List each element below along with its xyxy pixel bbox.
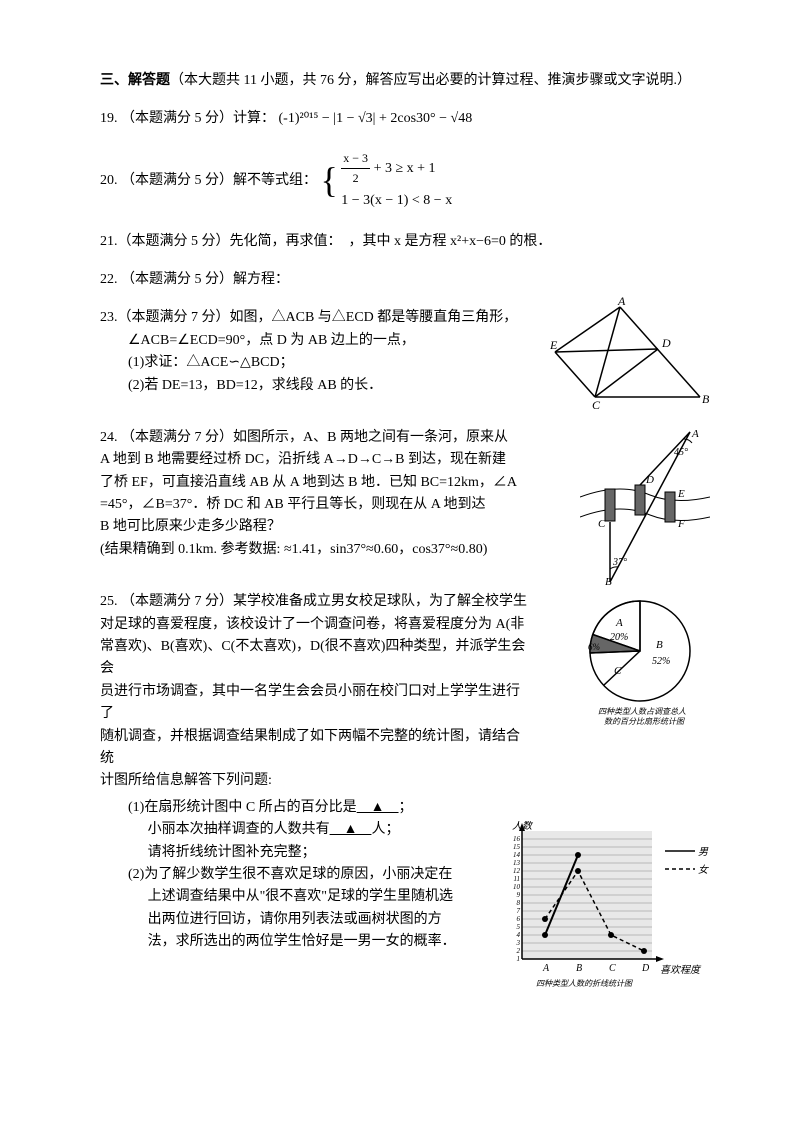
problem-20: 20. （本题满分 5 分）解不等式组： { x − 3 2 + 3 ≥ x +… — [100, 147, 700, 215]
q20-prefix: （本题满分 5 分）解不等式组： — [121, 173, 317, 188]
svg-text:A: A — [542, 963, 550, 974]
q25-sub2b: 上述调查结果中从"很不喜欢"足球的学生里随机选 — [148, 886, 478, 908]
problem-24: A B C D E F 45° 37° 24. （本题满分 7 分）如图所示，A… — [100, 427, 700, 561]
svg-text:5: 5 — [517, 923, 521, 931]
svg-text:15: 15 — [513, 843, 521, 851]
q24-line5: B 地可比原来少走多少路程？ — [100, 516, 520, 538]
svg-text:D: D — [645, 474, 654, 486]
svg-text:男: 男 — [698, 847, 709, 858]
svg-text:13: 13 — [513, 859, 521, 867]
svg-text:B: B — [702, 392, 710, 406]
blank-2[interactable]: ▲ — [330, 822, 372, 837]
section-instruction: （本大题共 11 小题，共 76 分，解答应写出必要的计算过程、推演步骤或文字说… — [170, 73, 691, 88]
section-title: 三、解答题 — [100, 73, 170, 88]
river-figure: A B C D E F 45° 37° — [580, 427, 710, 595]
q25-line3: 常喜欢)、B(喜欢)、C(不太喜欢)，D(很不喜欢)四种类型，并派学生会会 — [100, 636, 530, 681]
q19-label: 19. — [100, 111, 118, 126]
svg-text:8: 8 — [517, 899, 521, 907]
svg-text:11: 11 — [514, 875, 520, 883]
problem-19: 19. （本题满分 5 分）计算： (-1)²⁰¹⁵ − |1 − √3| + … — [100, 108, 700, 130]
q25-line1: 25. （本题满分 7 分）某学校准备成立男女校足球队，为了解全校学生 — [100, 591, 530, 613]
q25-sub1a-after: ； — [399, 800, 413, 815]
svg-text:6%: 6% — [588, 642, 600, 652]
svg-text:C: C — [598, 518, 606, 530]
svg-text:C: C — [592, 398, 601, 412]
svg-text:45°: 45° — [674, 447, 688, 458]
q23-sub2: (2)若 DE=13，BD=12，求线段 AB 的长． — [128, 375, 700, 397]
q23-label: 23. — [100, 310, 118, 325]
blank-1[interactable]: ▲ — [357, 800, 399, 815]
svg-text:52%: 52% — [652, 656, 670, 667]
svg-text:9: 9 — [517, 891, 521, 899]
q20-fraction: x − 3 2 — [341, 149, 370, 188]
svg-text:A: A — [691, 428, 699, 440]
svg-text:女: 女 — [698, 864, 709, 876]
q24-line3: 了桥 EF，可直接沿直线 AB 从 A 地到达 B 地．已知 BC=12km，∠… — [100, 472, 520, 494]
svg-text:2: 2 — [517, 947, 521, 955]
q25-sub2a: (2)为了解少数学生很不喜欢足球的原因，小丽决定在 — [128, 864, 458, 886]
q20-num: x − 3 — [341, 149, 370, 169]
q23-sub1: (1)求证：△ACE∽△BCD； — [128, 352, 700, 374]
q20-label: 20. — [100, 173, 118, 188]
q25-sub2c: 出两位进行回访，请你用列表法或画树状图的方 — [148, 909, 478, 931]
svg-text:16: 16 — [513, 835, 521, 843]
svg-text:4: 4 — [517, 931, 521, 939]
q25-line5: 随机调查，并根据调查结果制成了如下两幅不完整的统计图，请结合统 — [100, 726, 530, 771]
svg-text:B: B — [605, 576, 612, 587]
q22-text: 22. （本题满分 5 分）解方程： — [100, 272, 289, 287]
q21-text: 21.（本题满分 5 分）先化简，再求值： ，其中 x 是方程 x²+x−6=0… — [100, 234, 551, 249]
line-chart-figure: 1615 1413 1211 109 87 65 43 21 A B C — [500, 821, 710, 999]
svg-text:数的百分比扇形统计图: 数的百分比扇形统计图 — [604, 717, 685, 726]
q20-rest1: + 3 ≥ x + 1 — [374, 161, 436, 176]
svg-text:1: 1 — [517, 955, 521, 963]
q24-note: (结果精确到 0.1km. 参考数据: ≈1.41，sin37°≈0.60，co… — [100, 539, 520, 561]
svg-text:20%: 20% — [610, 632, 628, 643]
svg-text:喜欢程度: 喜欢程度 — [660, 964, 702, 976]
svg-text:6: 6 — [517, 915, 521, 923]
q24-line1: 24. （本题满分 7 分）如图所示，A、B 两地之间有一条河，原来从 — [100, 427, 520, 449]
svg-text:7: 7 — [517, 907, 521, 915]
section-header: 三、解答题（本大题共 11 小题，共 76 分，解答应写出必要的计算过程、推演步… — [100, 70, 700, 92]
svg-text:14: 14 — [513, 851, 521, 859]
svg-text:12: 12 — [513, 867, 521, 875]
problem-22: 22. （本题满分 5 分）解方程： — [100, 269, 700, 291]
svg-text:D: D — [641, 963, 650, 974]
problem-21: 21.（本题满分 5 分）先化简，再求值： ，其中 x 是方程 x²+x−6=0… — [100, 231, 700, 253]
q25-sub1b-after: 人； — [371, 822, 399, 837]
q23-prefix: （本题满分 7 分）如图，△ACB 与△ECD 都是等腰直角三角形， — [118, 310, 518, 325]
svg-text:人数: 人数 — [512, 821, 534, 832]
svg-text:四种类型人数占调查总人: 四种类型人数占调查总人 — [598, 707, 686, 716]
svg-text:10: 10 — [513, 883, 521, 891]
q20-line2: 1 − 3(x − 1) < 8 − x — [341, 190, 452, 212]
svg-text:A: A — [615, 617, 623, 629]
pie-chart-figure: A 20% B 52% C 6% 四种类型人数占调查总人 数的百分比扇形统计图 — [580, 596, 710, 734]
svg-text:B: B — [576, 963, 582, 974]
svg-text:37°: 37° — [612, 557, 627, 568]
q25-line6: 计图所给信息解答下列问题: — [100, 770, 530, 792]
q25-sub1a: (1)在扇形统计图中 C 所占的百分比是 — [128, 800, 357, 815]
problem-25: A 20% B 52% C 6% 四种类型人数占调查总人 数的百分比扇形统计图 … — [100, 591, 700, 953]
svg-text:3: 3 — [516, 939, 521, 947]
q25-line4: 员进行市场调查，其中一名学生会会员小丽在校门口对上学学生进行了 — [100, 681, 530, 726]
svg-text:四种类型人数的折线统计图: 四种类型人数的折线统计图 — [536, 979, 633, 988]
svg-text:C: C — [609, 963, 616, 974]
q25-line2: 对足球的喜爱程度，该校设计了一个调查问卷，将喜爱程度分为 A(非 — [100, 614, 530, 636]
q24-line4: =45°，∠B=37°．桥 DC 和 AB 平行且等长，则现在从 A 地到达 — [100, 494, 520, 516]
q24-line2: A 地到 B 地需要经过桥 DC，沿折线 A→D→C→B 到达，现在新建 — [100, 449, 520, 471]
q20-den: 2 — [341, 169, 370, 188]
problem-23: A B C D E 23.（本题满分 7 分）如图，△ACB 与△ECD 都是等… — [100, 307, 700, 397]
svg-text:F: F — [677, 518, 685, 530]
svg-text:C: C — [614, 665, 622, 677]
brace-icon: { — [321, 160, 338, 200]
q19-prefix: （本题满分 5 分）计算： — [121, 111, 275, 126]
q19-formula: (-1)²⁰¹⁵ − |1 − √3| + 2cos30° − √48 — [279, 111, 473, 126]
svg-text:B: B — [656, 639, 663, 651]
q25-sub1b-before: 小丽本次抽样调查的人数共有 — [148, 822, 330, 837]
q23-line2: ∠ACB=∠ECD=90°，点 D 为 AB 边上的一点， — [128, 330, 700, 352]
q25-sub2d: 法，求所选出的两位学生恰好是一男一女的概率． — [148, 931, 478, 953]
svg-text:E: E — [677, 488, 685, 500]
